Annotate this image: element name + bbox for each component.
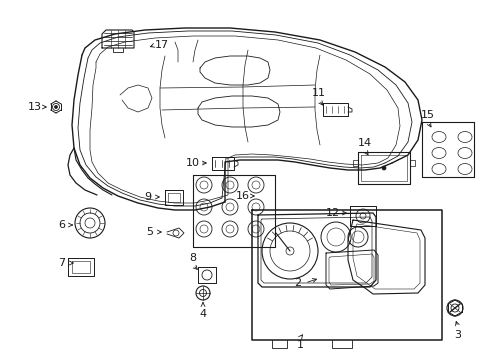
Text: 15: 15 <box>420 110 434 120</box>
Text: 14: 14 <box>357 138 371 148</box>
Text: 17: 17 <box>155 40 169 50</box>
Text: 7: 7 <box>59 258 65 268</box>
Text: 6: 6 <box>59 220 65 230</box>
Text: 12: 12 <box>325 208 339 218</box>
Text: 8: 8 <box>189 253 196 263</box>
Text: 2: 2 <box>294 278 301 288</box>
Text: 3: 3 <box>453 330 461 340</box>
Text: 5: 5 <box>146 227 153 237</box>
Text: 4: 4 <box>199 309 206 319</box>
Circle shape <box>381 166 385 170</box>
Text: 10: 10 <box>185 158 200 168</box>
Text: 13: 13 <box>28 102 42 112</box>
Text: 16: 16 <box>236 191 249 201</box>
Circle shape <box>54 105 58 108</box>
Text: 1: 1 <box>296 340 303 350</box>
Text: 9: 9 <box>144 192 151 202</box>
Text: 11: 11 <box>311 88 325 98</box>
